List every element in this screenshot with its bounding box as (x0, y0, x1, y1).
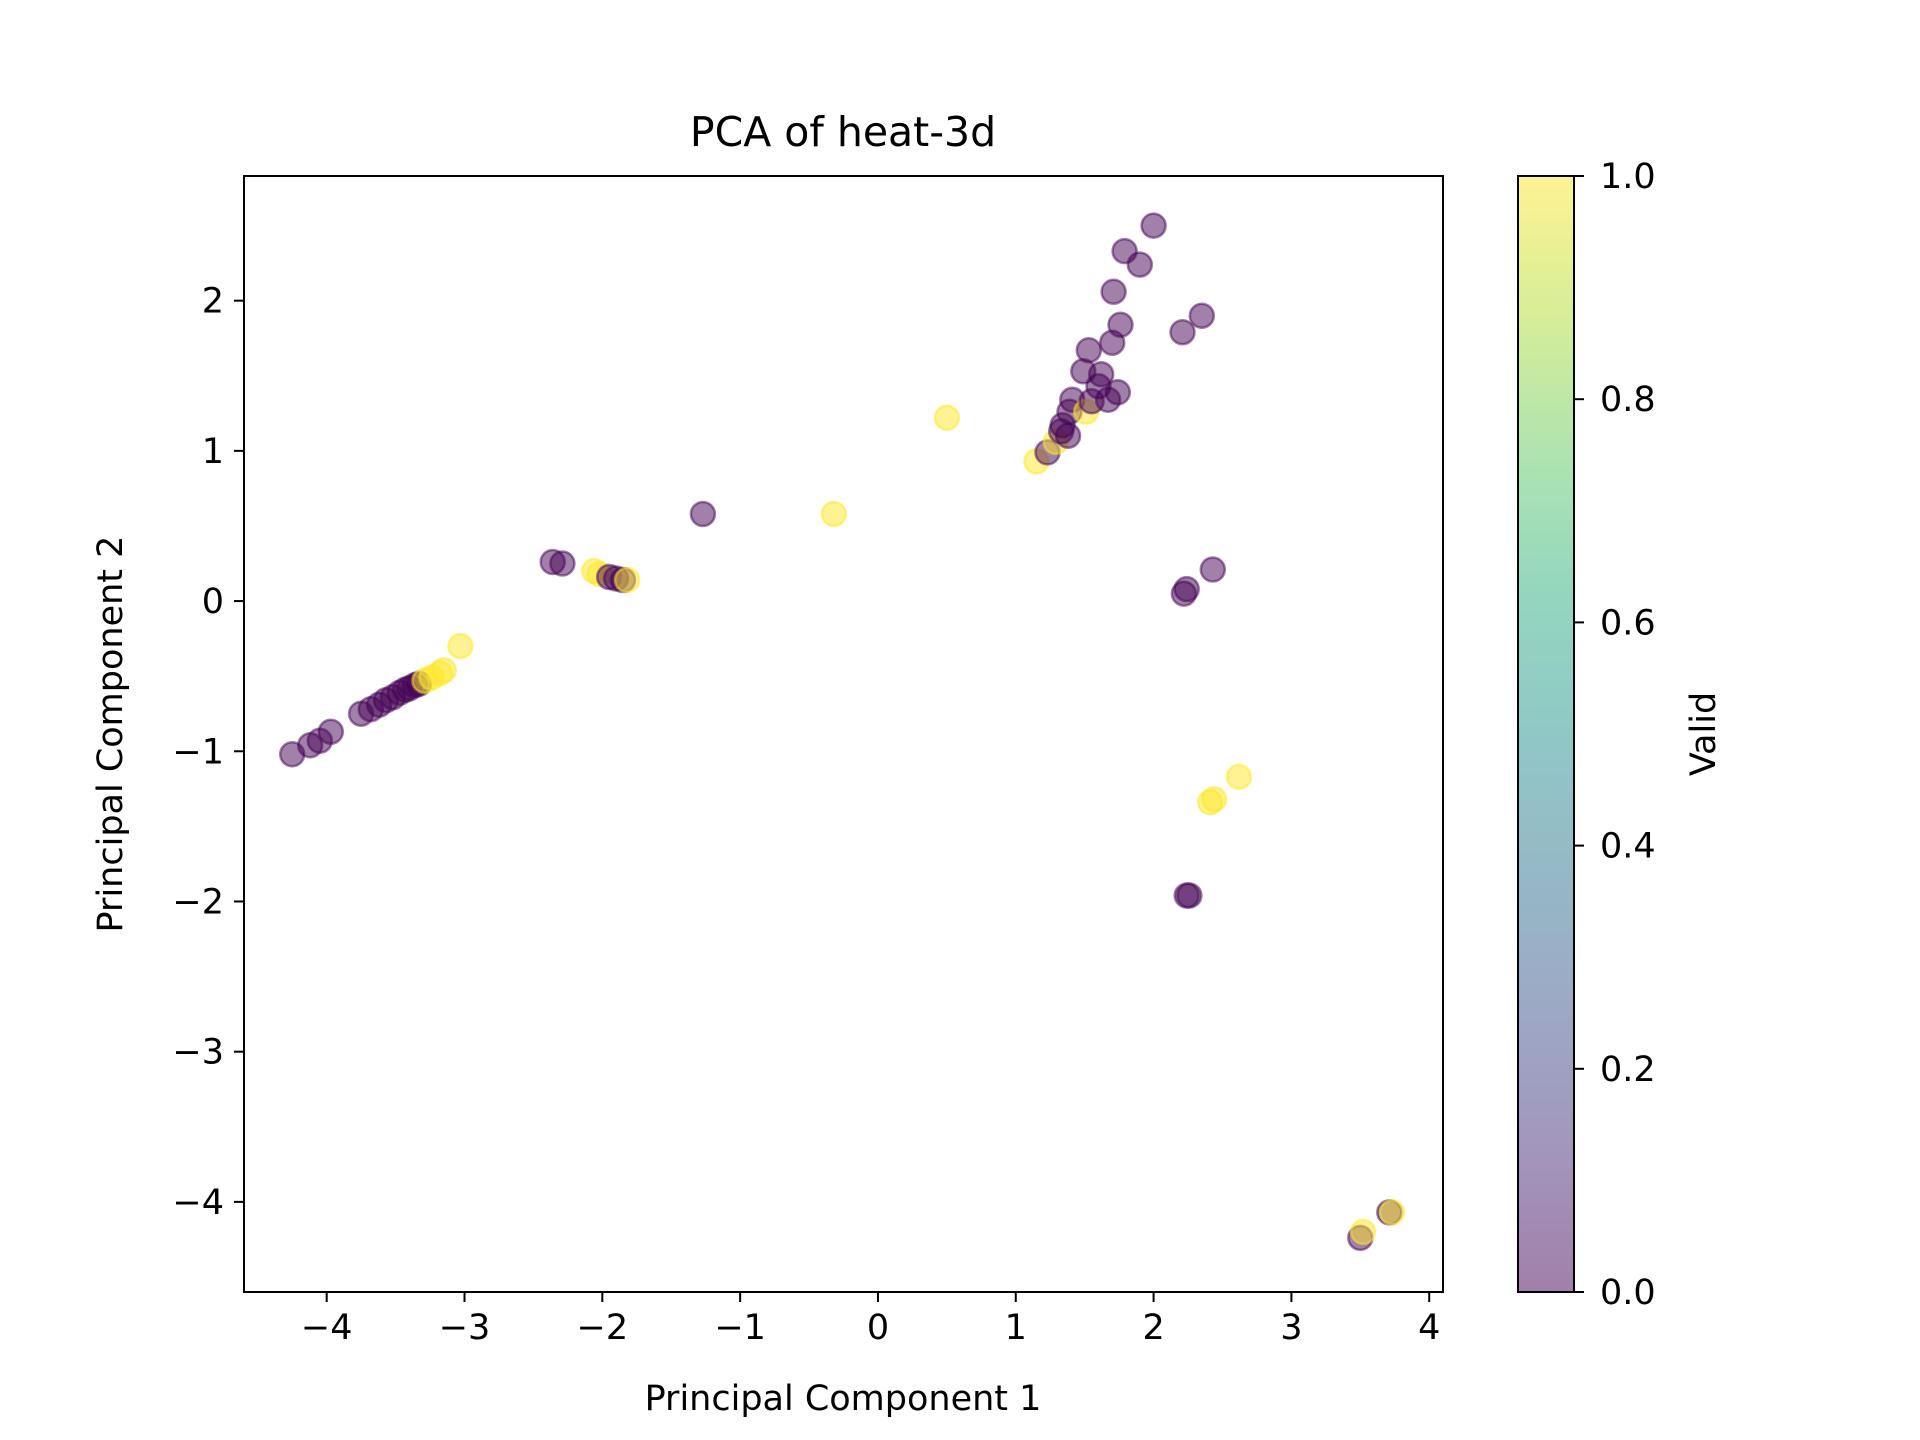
scatter-point (1349, 1218, 1377, 1246)
scatter-point (1087, 361, 1115, 388)
scatter-point (1107, 311, 1134, 338)
chart-title: PCA of heat-3d (690, 108, 996, 156)
scatter-point (1126, 251, 1154, 278)
x-tick-label: 2 (1142, 1308, 1164, 1348)
scatter-point (933, 404, 961, 432)
scatter-point (1200, 786, 1228, 813)
scatter-point (317, 718, 345, 745)
x-tick-label: 0 (867, 1308, 889, 1348)
y-tick-label: 2 (202, 282, 224, 322)
colorbar-tick-label: 1.0 (1600, 157, 1656, 197)
scatter-point (689, 500, 717, 528)
scatter-point (1199, 556, 1227, 583)
scatter-point (1173, 575, 1200, 603)
colorbar-tick-label: 0.0 (1600, 1273, 1656, 1313)
y-tick-label: −4 (172, 1183, 224, 1223)
colorbar-gradient (1518, 176, 1574, 1292)
colorbar-tick-label: 0.6 (1600, 603, 1656, 643)
colorbar-frame (1517, 175, 1575, 1293)
x-tick-label: −4 (301, 1308, 353, 1348)
colorbar: 0.0 0.2 0.4 0.6 0.8 1.0 Valid (1517, 157, 1724, 1313)
scatter-point (1378, 1199, 1406, 1226)
y-tick-label: 0 (202, 582, 224, 622)
x-axis-label: Principal Component 1 (645, 1379, 1042, 1419)
colorbar-label: Valid (1684, 692, 1724, 776)
scatter-point (1075, 336, 1103, 364)
scatter-point (1100, 278, 1127, 305)
scatter-point (1104, 379, 1132, 406)
scatter-point (447, 632, 474, 660)
y-tick-label: 1 (202, 432, 224, 472)
x-tick-label: 1 (1005, 1308, 1027, 1348)
y-axis-ticks: −4 −3 −2 −1 0 1 2 (172, 282, 244, 1223)
x-tick-label: 4 (1418, 1308, 1440, 1348)
y-tick-label: −1 (172, 732, 224, 772)
scatter-point (549, 550, 576, 577)
scatter-point (1140, 212, 1167, 239)
colorbar-ticks: 0.0 0.2 0.4 0.6 0.8 1.0 (1574, 157, 1656, 1313)
scatter-point (1176, 882, 1203, 909)
x-tick-label: −1 (714, 1308, 766, 1348)
scatter-point (1225, 763, 1253, 791)
y-tick-label: −3 (172, 1033, 224, 1073)
plot-points (278, 212, 1406, 1252)
y-axis-label: Principal Component 2 (91, 536, 131, 933)
x-tick-label: −3 (439, 1308, 491, 1348)
y-tick-label: −2 (172, 882, 224, 922)
scatter-point (613, 566, 641, 594)
x-tick-label: −2 (577, 1308, 629, 1348)
scatter-point (430, 656, 458, 684)
colorbar-tick-label: 0.8 (1600, 380, 1656, 420)
colorbar-tick-label: 0.2 (1600, 1050, 1656, 1090)
x-axis-ticks: −4 −3 −2 −1 0 1 2 3 4 (301, 1292, 1440, 1348)
colorbar-tick-label: 0.4 (1600, 827, 1656, 867)
scatter-point (820, 500, 848, 528)
plot-area-frame (243, 175, 1444, 1293)
scatter-point (1188, 302, 1216, 329)
scatter-point (1054, 422, 1082, 450)
x-tick-label: 3 (1280, 1308, 1302, 1348)
scatter-point (1169, 318, 1196, 346)
